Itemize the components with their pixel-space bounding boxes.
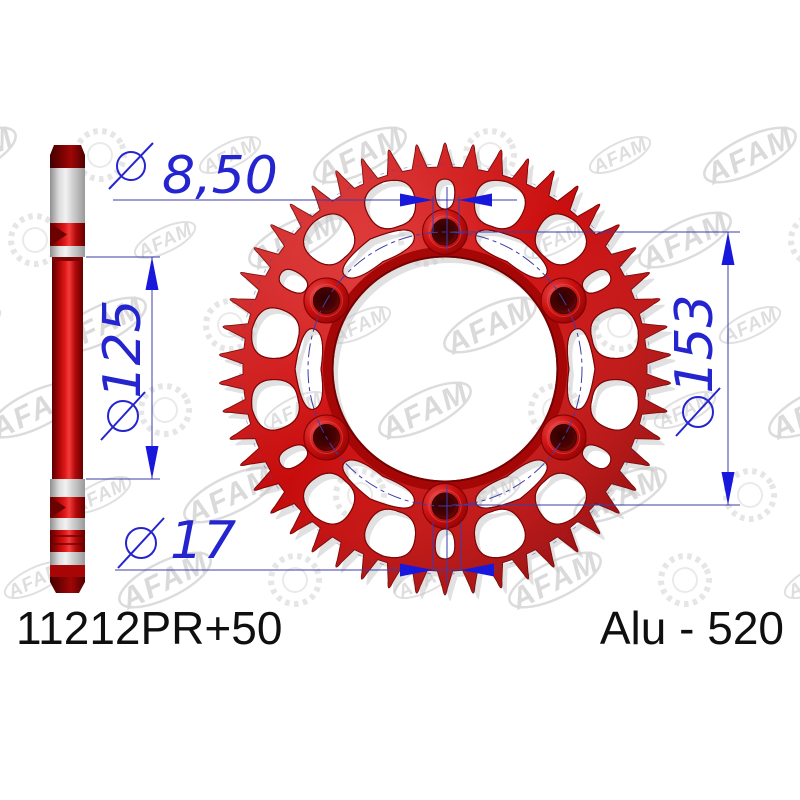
watermark-text: AFAM xyxy=(701,121,800,192)
watermark-capsule xyxy=(703,126,797,184)
watermark-text: AFAM xyxy=(766,376,800,447)
side-countersink-band-1 xyxy=(50,223,85,246)
dim-arrow-left xyxy=(459,193,492,207)
watermark-gear-icon xyxy=(22,227,48,253)
watermark-item: AFAM xyxy=(133,219,196,264)
part-number-label: 11212PR+50 xyxy=(16,602,282,654)
watermark-gear-icon xyxy=(672,567,698,593)
side-bottom-cap xyxy=(50,577,85,593)
watermark-capsule xyxy=(0,126,17,184)
diameter-symbol-slash xyxy=(100,391,146,441)
watermark-text: AFAM xyxy=(636,206,735,277)
dim-arrow-down xyxy=(721,472,735,505)
diameter-symbol-slash xyxy=(675,387,721,437)
bolt-circle-centerline xyxy=(307,231,583,507)
side-silver-band-1 xyxy=(50,168,85,223)
watermark-capsule xyxy=(588,135,652,175)
watermark-gear-icon xyxy=(788,213,800,267)
dim-value-bolt-circle: 153 xyxy=(665,294,725,393)
watermark-capsule xyxy=(378,381,472,439)
dim-value-bore: 125 xyxy=(93,299,153,398)
sprocket-side-view xyxy=(50,145,85,593)
watermark-gear-icon xyxy=(87,142,113,168)
watermark-gear-icon xyxy=(0,463,2,527)
diameter-symbol xyxy=(107,400,139,432)
dim-arrow-right xyxy=(400,563,433,577)
watermark-gear-icon xyxy=(138,383,192,437)
watermark-item: AFAM xyxy=(718,304,782,349)
diameter-symbol xyxy=(116,151,146,181)
side-silver-band-5 xyxy=(50,552,85,565)
side-silver-band-4 xyxy=(50,518,85,530)
watermark-capsule xyxy=(718,305,782,345)
side-countersink-band-2 xyxy=(50,497,85,518)
watermark-item: AFAM xyxy=(376,376,475,447)
watermark-capsule xyxy=(198,135,262,175)
side-silver-band-2 xyxy=(50,246,85,257)
side-bottom-band xyxy=(50,565,85,577)
diameter-symbol xyxy=(125,527,157,559)
dim-arrow-up xyxy=(145,257,159,290)
watermark-gear-icon xyxy=(152,397,178,423)
diameter-symbol xyxy=(682,396,714,428)
dim-arrow-down xyxy=(145,446,159,479)
watermark-item: AFAM xyxy=(636,206,735,277)
drawing-labels: 11212PR+50 Alu - 520 xyxy=(16,602,784,654)
watermark-item: AFAM xyxy=(0,304,2,349)
dim-arrow-up xyxy=(721,232,735,265)
sprocket-front-view xyxy=(219,142,676,601)
watermark-capsule xyxy=(768,381,800,439)
watermark-item: AFAM xyxy=(766,376,800,447)
side-top-cap xyxy=(50,145,85,168)
watermark-item: AFAM xyxy=(783,559,800,604)
side-silver-band-3 xyxy=(50,479,85,497)
bolt-hole-chamfer xyxy=(428,489,462,523)
watermark-text: AFAM xyxy=(376,376,475,447)
watermark-item: AFAM xyxy=(0,121,19,192)
diameter-symbol-slash xyxy=(108,142,154,190)
watermark-item xyxy=(138,383,192,437)
watermark-capsule xyxy=(783,560,800,600)
bolt-hole-chamfer xyxy=(309,421,343,454)
watermark-item: AFAM xyxy=(701,121,800,192)
side-main-column-edge xyxy=(52,257,83,261)
watermark-text: AFAM xyxy=(0,121,19,192)
bolt-hole-chamfer xyxy=(309,284,343,317)
watermark-capsule xyxy=(0,305,2,345)
watermark-item xyxy=(0,463,2,527)
side-countersink-cone-2 xyxy=(50,497,66,518)
side-countersink-cone-1 xyxy=(50,223,67,246)
watermark-text: AFAM xyxy=(441,291,540,362)
dim-arrow-right xyxy=(400,193,433,207)
bolt-hole-chamfer xyxy=(547,284,581,317)
watermark-item xyxy=(788,213,800,267)
watermark-item: AFAM xyxy=(588,134,652,179)
diameter-symbol-slash xyxy=(117,517,165,569)
root-circle-centerline xyxy=(239,163,651,575)
watermark-capsule xyxy=(508,551,602,609)
watermark-gear-icon xyxy=(282,567,308,593)
dim-value-top-hole: 8,50 xyxy=(162,146,278,206)
watermark-text: AFAM xyxy=(589,134,651,179)
material-chain-label: Alu - 520 xyxy=(600,602,784,654)
watermark-capsule xyxy=(638,211,732,269)
watermark-capsule xyxy=(118,551,212,609)
dim-arrow-left xyxy=(461,563,494,577)
bore-rim xyxy=(323,247,567,491)
side-red-band xyxy=(50,530,85,552)
watermark-gear-icon xyxy=(737,482,763,508)
watermark-item: AFAM xyxy=(441,291,540,362)
dim-value-bottom-hole: 17 xyxy=(170,511,236,571)
side-main-column xyxy=(52,257,83,479)
dimension-annotations: 8,50 153 125 17 xyxy=(86,142,740,584)
bolt-hole-chamfer xyxy=(547,421,581,454)
